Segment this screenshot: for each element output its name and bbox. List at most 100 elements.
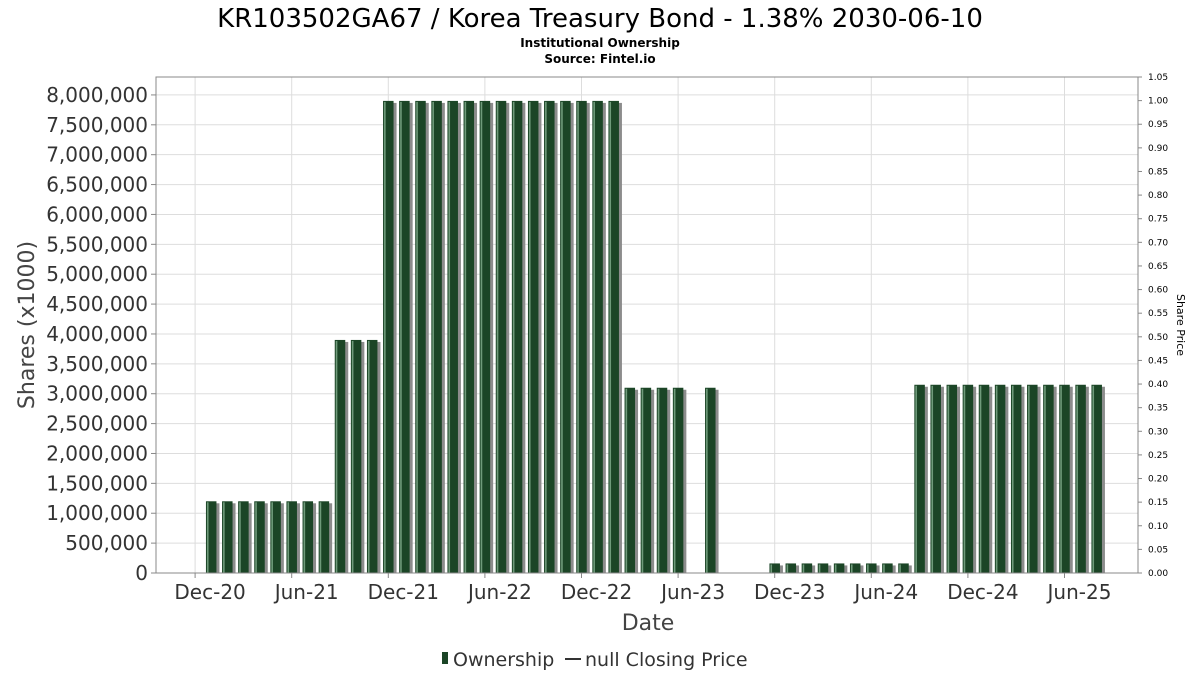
legend-price-label: null Closing Price: [585, 649, 748, 671]
y2-tick-label: 0.40: [1148, 380, 1168, 390]
bar-highlight: [303, 502, 306, 573]
chart-title: KR103502GA67 / Korea Treasury Bond - 1.3…: [217, 4, 983, 34]
y-tick-label: 1,500,000: [46, 471, 148, 495]
ownership-bar: [254, 501, 268, 573]
ownership-bar: [511, 100, 526, 573]
bar-body: [946, 384, 958, 573]
y-tick-label: 4,500,000: [46, 292, 148, 316]
ownership-bar: [801, 563, 816, 573]
ownership-bar: [672, 387, 687, 573]
bar-body: [882, 563, 893, 573]
ownership-bar: [479, 100, 494, 573]
bar-body: [656, 387, 668, 573]
bar-body: [302, 501, 314, 573]
bar-highlight: [867, 564, 869, 573]
y-tick-label: 7,000,000: [46, 143, 148, 167]
ownership-bar: [447, 100, 461, 573]
bar-highlight: [850, 564, 853, 573]
bar-highlight: [416, 101, 418, 573]
bar-body: [608, 100, 619, 573]
y2-tick-label: 0.35: [1148, 404, 1168, 414]
bar-highlight: [512, 101, 515, 573]
x-tick-label: Jun-24: [852, 580, 918, 604]
y2-tick-label: 1.00: [1148, 97, 1168, 107]
ownership-bar: [415, 100, 429, 573]
y-tick-label: 2,000,000: [46, 441, 148, 465]
bar-highlight: [287, 502, 290, 573]
bar-highlight: [802, 564, 805, 573]
bar-highlight: [1092, 385, 1095, 573]
y-tick-label: 6,500,000: [46, 173, 148, 197]
ownership-bar: [1010, 384, 1025, 573]
x-tick-label: Jun-25: [1046, 580, 1112, 604]
bar-highlight: [899, 564, 901, 573]
bar-body: [592, 100, 603, 573]
y-tick-label: 0: [135, 561, 148, 585]
bar-highlight: [367, 340, 370, 573]
ownership-bar: [270, 501, 284, 573]
bar-highlight: [206, 502, 209, 573]
ownership-bar: [882, 563, 896, 573]
ownership-bar: [399, 100, 413, 573]
bar-body: [994, 384, 1006, 573]
bar-highlight: [641, 388, 644, 573]
bar-highlight: [1060, 385, 1062, 573]
y2-tick-label: 0.80: [1148, 191, 1168, 201]
bar-highlight: [818, 564, 821, 573]
bar-highlight: [834, 564, 837, 573]
ownership-bar: [898, 563, 912, 573]
bar-body: [1091, 384, 1102, 573]
bar-highlight: [883, 564, 885, 573]
bar-highlight: [673, 388, 676, 573]
bar-highlight: [947, 385, 950, 573]
bar-body: [930, 384, 941, 573]
bar-highlight: [271, 502, 273, 573]
bar-highlight: [1076, 385, 1078, 573]
y2-tick-label: 0.95: [1148, 120, 1168, 130]
ownership-bar: [350, 339, 365, 573]
bar-highlight: [319, 502, 322, 573]
y2-tick-label: 1.05: [1148, 73, 1168, 83]
bar-body: [447, 100, 458, 573]
ownership-bar: [302, 501, 317, 573]
y-axis-label: Shares (x1000): [15, 241, 40, 409]
bar-highlight: [400, 101, 402, 573]
bar-body: [817, 563, 829, 573]
bar-highlight: [255, 502, 257, 573]
bar-body: [1075, 384, 1086, 573]
bar-highlight: [915, 385, 917, 573]
bar-body: [286, 501, 297, 573]
bar-body: [1027, 384, 1038, 573]
ownership-bar: [1075, 384, 1089, 573]
y2-tick-label: 0.10: [1148, 522, 1168, 532]
y-tick-label: 3,000,000: [46, 382, 148, 406]
bar-highlight: [496, 101, 499, 573]
y2-tick-label: 0.75: [1148, 215, 1168, 225]
ownership-bar: [930, 384, 944, 573]
bar-body: [833, 563, 845, 573]
bar-highlight: [657, 388, 660, 573]
bar-highlight: [335, 340, 338, 573]
bar-body: [415, 100, 426, 573]
x-tick-label: Dec-22: [561, 580, 632, 604]
bar-highlight: [770, 564, 773, 573]
y-axis-ticks: 0 500,000 1,000,000 1,500,000 2,000,000 2,500…: [46, 83, 156, 585]
ownership-bar: [366, 339, 381, 573]
bar-body: [318, 501, 330, 573]
x-tick-label: Dec-24: [947, 580, 1018, 604]
y2-tick-label: 0.60: [1148, 286, 1168, 296]
bar-body: [1043, 384, 1054, 573]
y2-tick-label: 0.55: [1148, 309, 1168, 319]
bar-body: [914, 384, 925, 573]
bar-highlight: [786, 564, 789, 573]
bar-body: [866, 563, 877, 573]
ownership-bar: [318, 501, 333, 573]
ownership-bar: [205, 501, 220, 573]
bar-body: [849, 563, 861, 573]
bar-body: [576, 100, 587, 573]
bar-body: [511, 100, 523, 573]
bar-highlight: [384, 101, 386, 573]
y2-tick-label: 0.65: [1148, 262, 1168, 272]
bar-body: [431, 100, 442, 573]
